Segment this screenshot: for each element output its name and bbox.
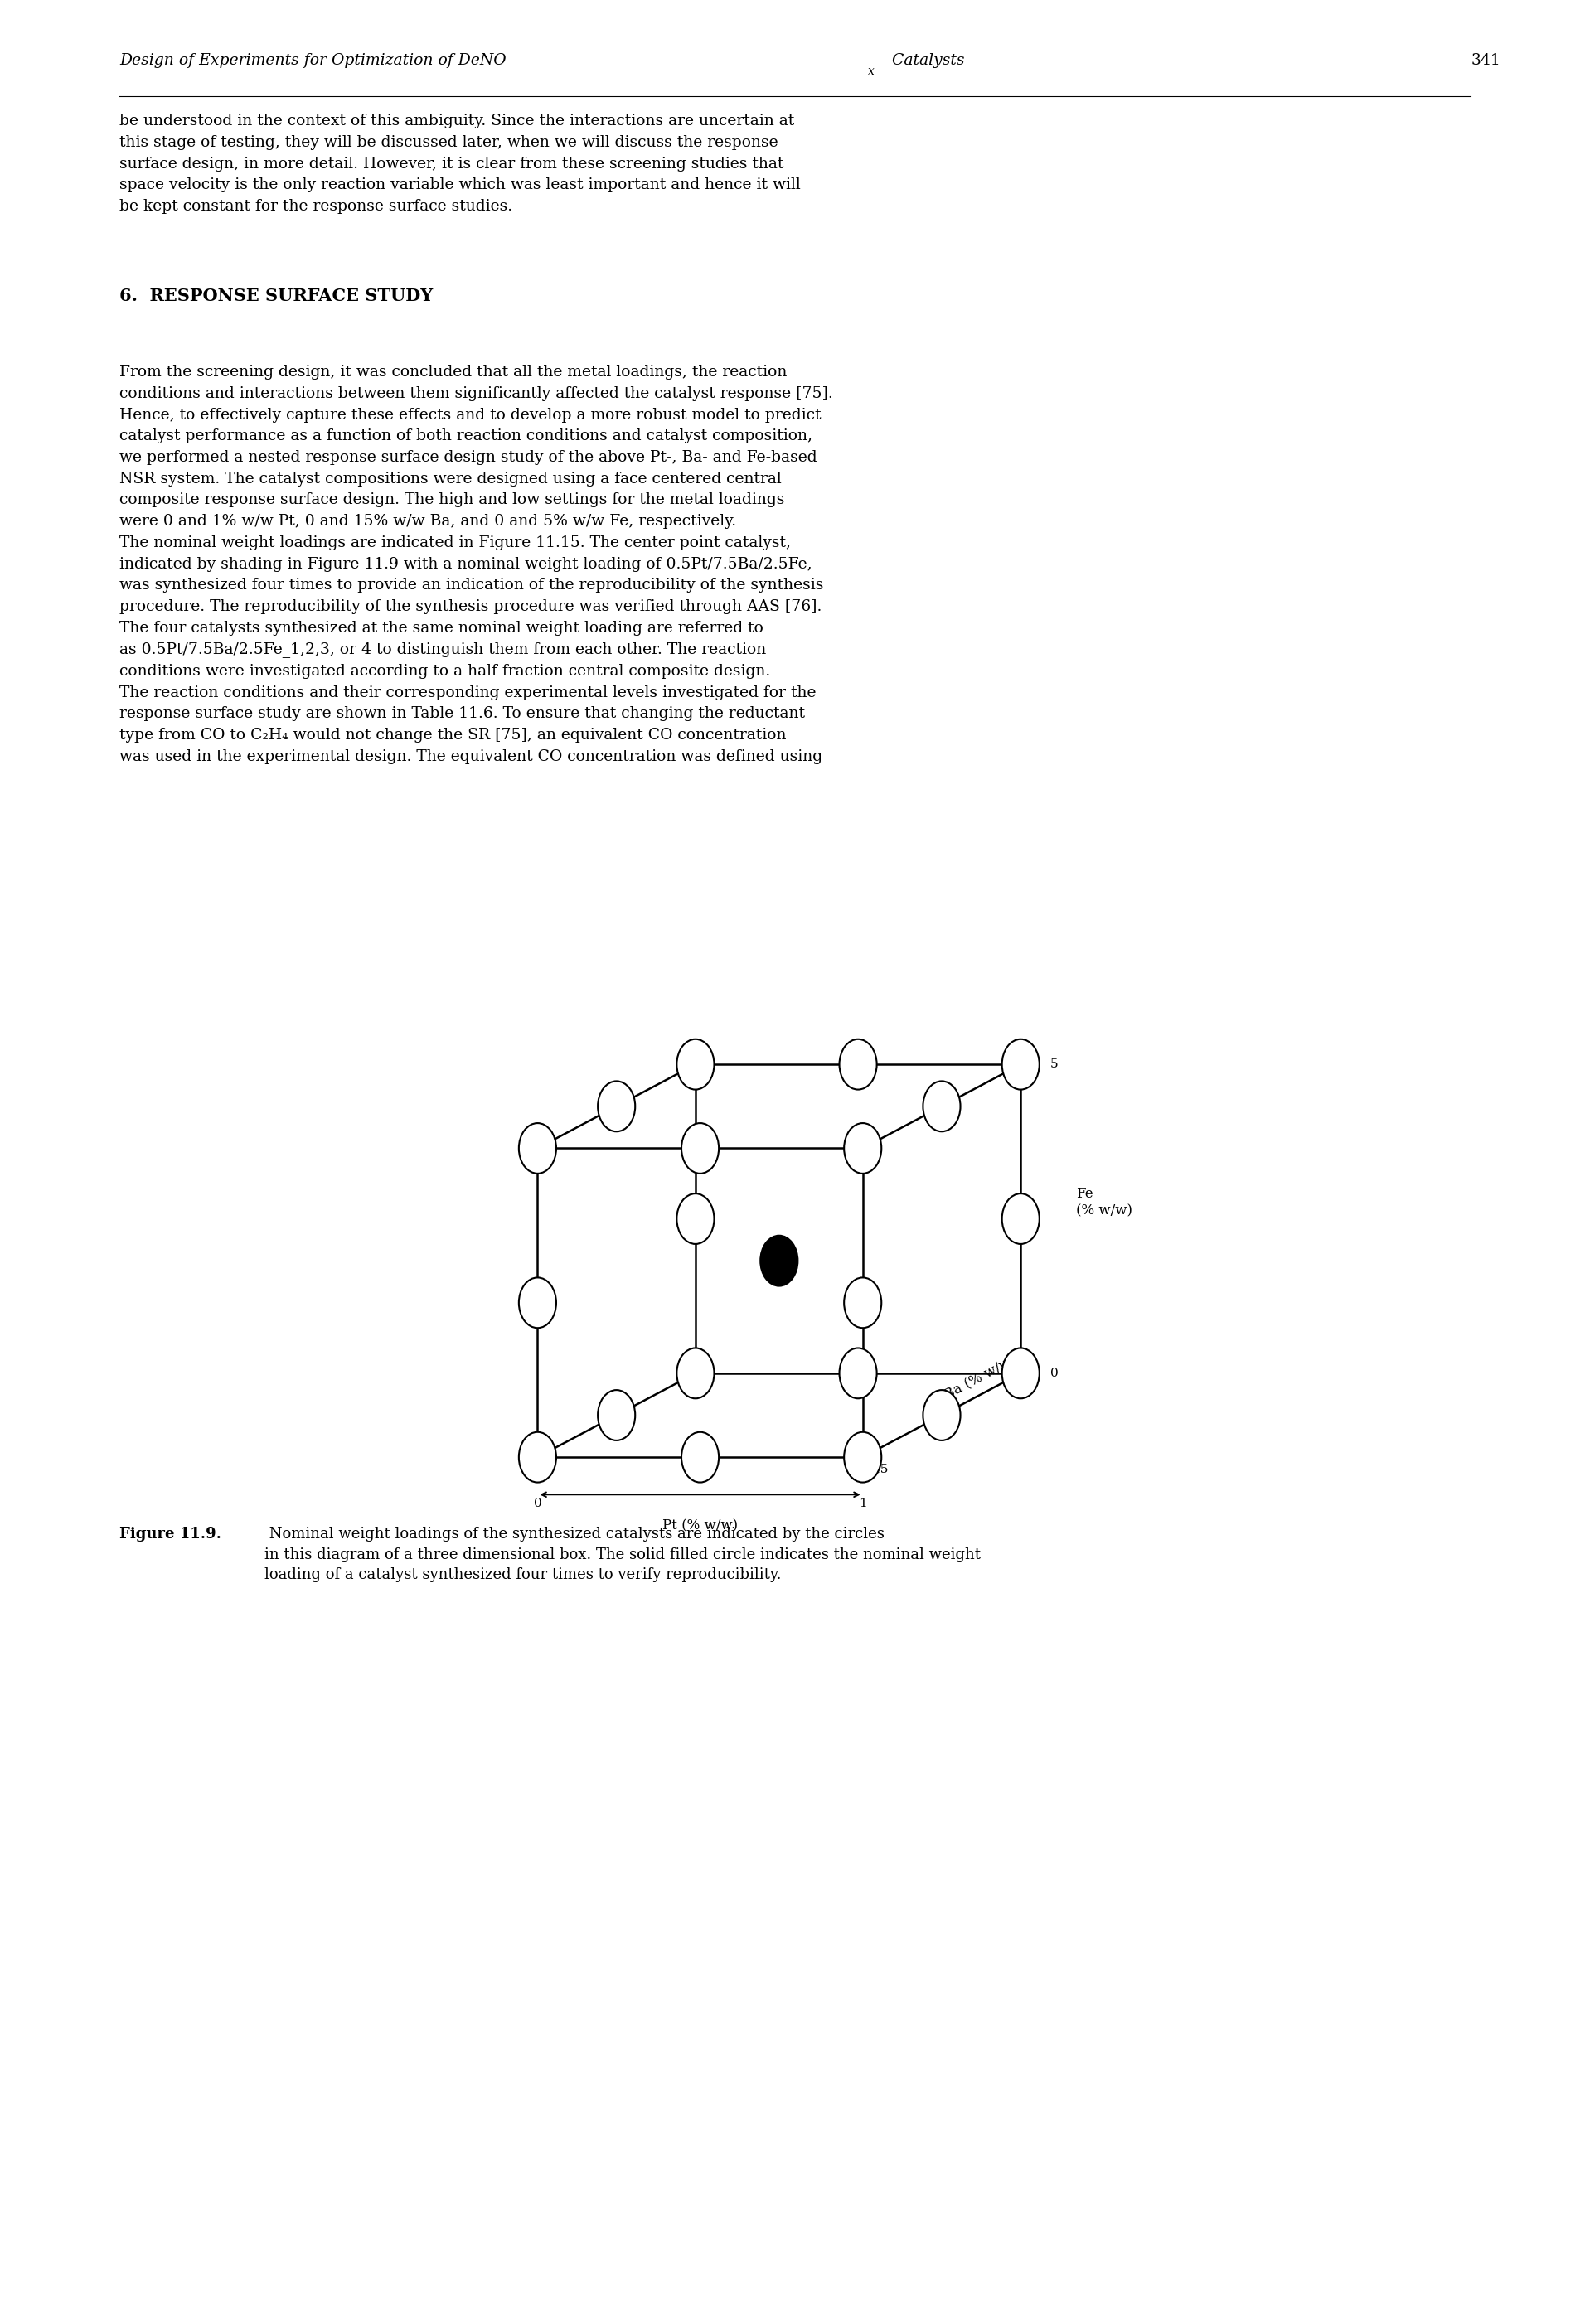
- Text: Design of Experiments for Optimization of DeNO: Design of Experiments for Optimization o…: [119, 53, 506, 67]
- Text: 0: 0: [1049, 1367, 1057, 1378]
- Ellipse shape: [1002, 1348, 1040, 1399]
- Ellipse shape: [677, 1039, 714, 1090]
- Text: From the screening design, it was concluded that all the metal loadings, the rea: From the screening design, it was conclu…: [119, 365, 833, 765]
- Text: 0: 0: [1024, 1355, 1032, 1367]
- Ellipse shape: [677, 1195, 714, 1243]
- Ellipse shape: [924, 1081, 960, 1132]
- Text: 5: 5: [1049, 1057, 1057, 1069]
- Ellipse shape: [1002, 1195, 1040, 1243]
- Text: Fe
(% w/w): Fe (% w/w): [1076, 1188, 1132, 1218]
- Ellipse shape: [518, 1432, 556, 1483]
- Text: 0: 0: [534, 1499, 542, 1508]
- Ellipse shape: [682, 1432, 719, 1483]
- Text: Catalysts: Catalysts: [887, 53, 965, 67]
- Ellipse shape: [518, 1122, 556, 1174]
- Ellipse shape: [598, 1390, 634, 1441]
- Ellipse shape: [924, 1390, 960, 1441]
- Text: x: x: [868, 65, 875, 77]
- Ellipse shape: [840, 1039, 876, 1090]
- Ellipse shape: [682, 1122, 719, 1174]
- Ellipse shape: [844, 1278, 881, 1327]
- Text: Nominal weight loadings of the synthesized catalysts are indicated by the circle: Nominal weight loadings of the synthesiz…: [264, 1527, 981, 1583]
- Text: 6.  RESPONSE SURFACE STUDY: 6. RESPONSE SURFACE STUDY: [119, 288, 432, 304]
- Ellipse shape: [844, 1432, 881, 1483]
- Text: Figure 11.9.: Figure 11.9.: [119, 1527, 221, 1541]
- Ellipse shape: [598, 1081, 634, 1132]
- Ellipse shape: [760, 1236, 798, 1285]
- Ellipse shape: [844, 1122, 881, 1174]
- Text: 15: 15: [873, 1464, 889, 1476]
- Text: 1: 1: [859, 1499, 867, 1508]
- Text: Pt (% w/w): Pt (% w/w): [663, 1520, 738, 1534]
- Ellipse shape: [1002, 1039, 1040, 1090]
- Ellipse shape: [840, 1348, 876, 1399]
- Text: 341: 341: [1471, 53, 1501, 67]
- Text: Ba (% w/w): Ba (% w/w): [943, 1353, 1019, 1401]
- Text: be understood in the context of this ambiguity. Since the interactions are uncer: be understood in the context of this amb…: [119, 114, 800, 214]
- Ellipse shape: [518, 1278, 556, 1327]
- Ellipse shape: [677, 1348, 714, 1399]
